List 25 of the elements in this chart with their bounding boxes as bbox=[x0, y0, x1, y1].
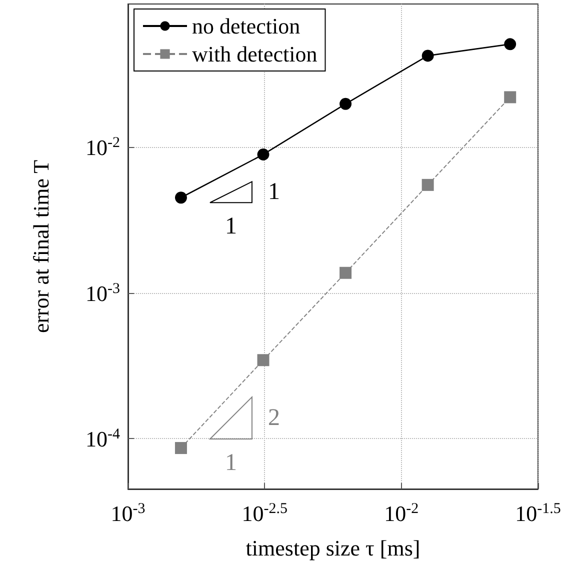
legend-label: with detection bbox=[192, 42, 318, 66]
y-axis-title: error at final time T bbox=[28, 159, 54, 334]
annotation: 1 bbox=[224, 214, 237, 240]
annotation: 1 bbox=[268, 179, 280, 206]
annotation: 1 bbox=[224, 450, 237, 476]
point bbox=[257, 354, 270, 366]
x-tick-label: 10$^{-3}$ bbox=[110, 501, 146, 526]
legend-label: no detection bbox=[192, 14, 300, 38]
x-tick-label: 10$^{-1.5}$ bbox=[515, 501, 561, 526]
x-tick-label: 10$^{-2}$ bbox=[384, 501, 419, 526]
y-tick-label: 10$^{-3}$ bbox=[86, 280, 120, 306]
point bbox=[422, 50, 434, 62]
point bbox=[174, 442, 187, 454]
x-axis-title: timestep size τ [ms] bbox=[246, 536, 420, 560]
point bbox=[504, 91, 516, 104]
point bbox=[422, 178, 434, 191]
point bbox=[257, 148, 270, 160]
y-tick-label: 10$^{-4}$ bbox=[86, 426, 120, 452]
point bbox=[174, 192, 187, 204]
point bbox=[340, 266, 352, 279]
y-tick-label: 10$^{-2}$ bbox=[86, 135, 120, 160]
point bbox=[340, 98, 352, 110]
x-tick-label: 10$^{-2.5}$ bbox=[242, 501, 288, 526]
annotation: 2 bbox=[268, 405, 280, 432]
point bbox=[504, 38, 516, 50]
